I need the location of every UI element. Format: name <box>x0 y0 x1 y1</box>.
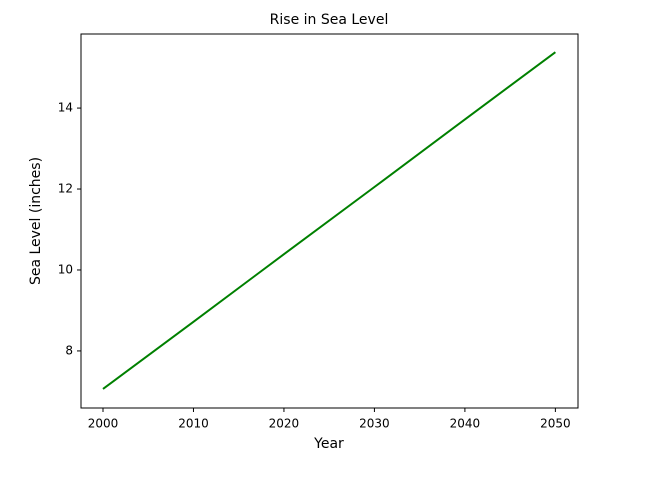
y-tick-label: 14 <box>58 101 73 115</box>
plot-frame <box>80 33 579 409</box>
x-tick-label: 2050 <box>540 417 571 431</box>
x-tick-label: 2000 <box>88 417 119 431</box>
y-tick-label: 12 <box>58 182 73 196</box>
y-tick-label: 8 <box>65 343 73 357</box>
x-axis-label: Year <box>313 436 344 452</box>
line <box>102 51 556 390</box>
x-tick-label: 2040 <box>450 417 481 431</box>
y-axis-label: Sea Level (inches) <box>28 157 44 285</box>
x-tick-label: 2010 <box>178 417 209 431</box>
x-tick-label: 2020 <box>269 417 300 431</box>
y-tick-label: 10 <box>58 262 73 276</box>
x-tick-label: 2030 <box>359 417 390 431</box>
chart-title: Rise in Sea Level <box>270 12 389 28</box>
